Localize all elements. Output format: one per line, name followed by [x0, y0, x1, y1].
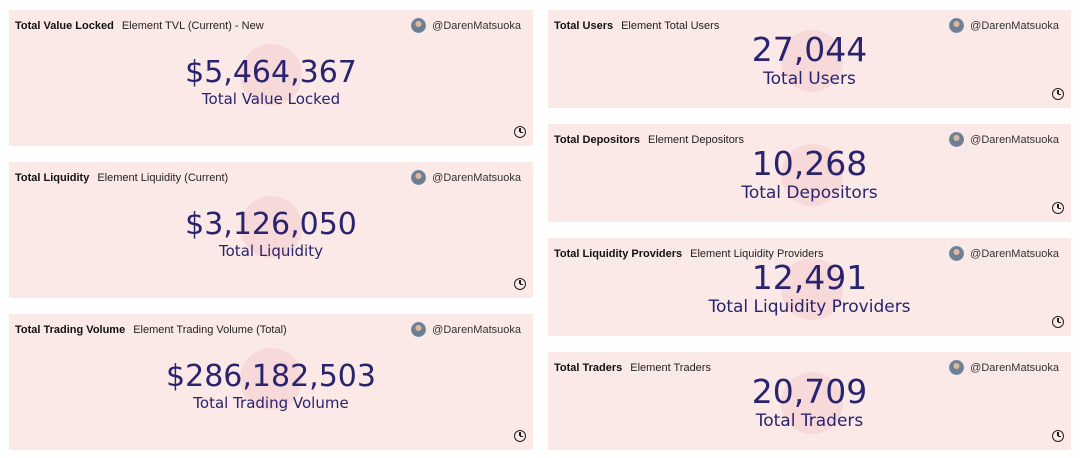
author-name[interactable]: @DarenMatsuoka — [432, 171, 521, 184]
card-title: Total Liquidity Providers — [554, 248, 683, 260]
metric-label: Total Traders — [755, 411, 864, 431]
metric-label: Total Depositors — [741, 183, 878, 203]
author[interactable]: @DarenMatsuoka — [949, 246, 1059, 261]
avatar-icon — [949, 132, 965, 147]
metric-value: 27,044 — [751, 30, 868, 69]
clock-icon[interactable] — [514, 430, 526, 442]
avatar-icon — [949, 246, 965, 261]
card-subtitle[interactable]: Element Traders — [630, 362, 711, 374]
card-subtitle[interactable]: Element TVL (Current) - New — [121, 20, 264, 32]
author[interactable]: @DarenMatsuoka — [949, 132, 1059, 147]
author-name[interactable]: @DarenMatsuoka — [432, 323, 521, 336]
metric-value: 10,268 — [751, 144, 868, 183]
card-title: Total Liquidity — [15, 172, 90, 184]
card-title: Total Trading Volume — [15, 324, 126, 336]
clock-icon[interactable] — [1052, 316, 1064, 328]
author[interactable]: @DarenMatsuoka — [411, 18, 521, 33]
author[interactable]: @DarenMatsuoka — [949, 18, 1059, 33]
card-total-traders: Total Traders Element Traders @DarenMats… — [548, 352, 1071, 450]
card-total-value-locked: Total Value Locked Element TVL (Current)… — [9, 10, 533, 146]
card-total-depositors: Total Depositors Element Depositors @Dar… — [548, 124, 1071, 222]
clock-icon[interactable] — [1052, 202, 1064, 214]
clock-icon[interactable] — [1052, 88, 1064, 100]
metric-value: 12,491 — [751, 258, 868, 297]
metric-value: $286,182,503 — [166, 359, 376, 394]
metric-value: $5,464,367 — [185, 55, 357, 90]
metric-label: Total Value Locked — [201, 90, 341, 108]
card-subtitle[interactable]: Element Liquidity (Current) — [97, 172, 229, 184]
decorative-blob — [240, 196, 302, 258]
avatar-icon — [949, 360, 965, 375]
card-total-liquidity-providers: Total Liquidity Providers Element Liquid… — [548, 238, 1071, 336]
card-title: Total Value Locked — [15, 20, 114, 32]
author-name[interactable]: @DarenMatsuoka — [432, 19, 521, 32]
metric-label: Total Liquidity Providers — [708, 297, 911, 317]
author-name[interactable]: @DarenMatsuoka — [970, 247, 1059, 260]
avatar-icon — [411, 18, 427, 33]
clock-icon[interactable] — [514, 278, 526, 290]
decorative-blob — [781, 30, 843, 92]
metric-label: Total Users — [763, 69, 856, 89]
avatar-icon — [949, 18, 965, 33]
card-total-trading-volume: Total Trading Volume Element Trading Vol… — [9, 314, 533, 450]
author-name[interactable]: @DarenMatsuoka — [970, 361, 1059, 374]
avatar-icon — [411, 322, 427, 337]
card-subtitle[interactable]: Element Trading Volume (Total) — [133, 324, 287, 336]
author[interactable]: @DarenMatsuoka — [949, 360, 1059, 375]
metric-label: Total Trading Volume — [193, 394, 349, 412]
card-total-liquidity: Total Liquidity Element Liquidity (Curre… — [9, 162, 533, 298]
card-subtitle[interactable]: Element Total Users — [621, 20, 720, 32]
decorative-blob — [781, 144, 843, 206]
author[interactable]: @DarenMatsuoka — [411, 322, 521, 337]
metric-value: 20,709 — [751, 372, 868, 411]
author-name[interactable]: @DarenMatsuoka — [970, 19, 1059, 32]
metric-value: $3,126,050 — [185, 207, 357, 242]
card-subtitle[interactable]: Element Liquidity Providers — [690, 248, 824, 260]
author-name[interactable]: @DarenMatsuoka — [970, 133, 1059, 146]
author[interactable]: @DarenMatsuoka — [411, 170, 521, 185]
card-total-users: Total Users Element Total Users @DarenMa… — [548, 10, 1071, 108]
clock-icon[interactable] — [514, 126, 526, 138]
decorative-blob — [240, 44, 302, 106]
avatar-icon — [411, 170, 427, 185]
card-subtitle[interactable]: Element Depositors — [647, 134, 744, 146]
decorative-blob — [781, 258, 843, 320]
card-title: Total Users — [554, 20, 614, 32]
decorative-blob — [781, 372, 843, 434]
clock-icon[interactable] — [1052, 430, 1064, 442]
card-title: Total Depositors — [554, 134, 640, 146]
metric-label: Total Liquidity — [219, 242, 323, 260]
decorative-blob — [240, 348, 302, 410]
card-title: Total Traders — [554, 362, 623, 374]
